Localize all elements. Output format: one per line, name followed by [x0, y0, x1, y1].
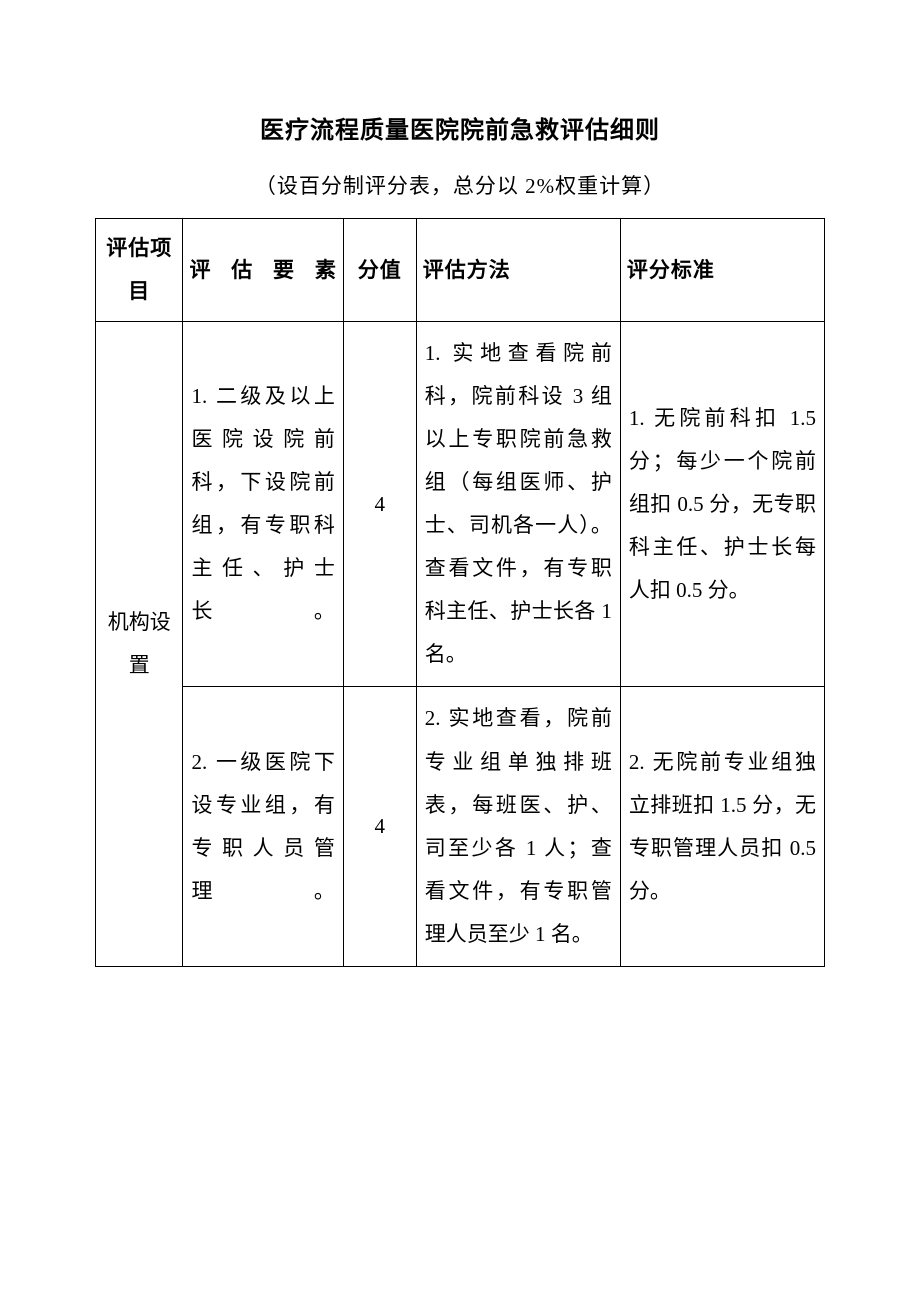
header-method: 评估方法 — [416, 219, 620, 322]
evaluation-table: 评估项目 评估要素 分值 评估方法 评分标准 机构设置 1. 二级及以上医院设院… — [95, 218, 825, 967]
cell-element: 1. 二级及以上医院设院前科，下设院前组，有专职科主任、护士长。 — [183, 322, 343, 687]
cell-method: 1. 实地查看院前科，院前科设 3 组以上专职院前急救组（每组医师、护士、司机各… — [416, 322, 620, 687]
table-header-row: 评估项目 评估要素 分值 评估方法 评分标准 — [96, 219, 825, 322]
table-row: 机构设置 1. 二级及以上医院设院前科，下设院前组，有专职科主任、护士长。 4 … — [96, 322, 825, 687]
cell-element: 2. 一级医院下设专业组，有专职人员管理。 — [183, 687, 343, 966]
document-subtitle: （设百分制评分表，总分以 2%权重计算） — [95, 170, 825, 200]
table-row: 2. 一级医院下设专业组，有专职人员管理。 4 2. 实地查看，院前专业组单独排… — [96, 687, 825, 966]
header-category: 评估项目 — [96, 219, 183, 322]
cell-standard: 1. 无院前科扣 1.5 分；每少一个院前组扣 0.5 分，无专职科主任、护士长… — [620, 322, 824, 687]
cell-method: 2. 实地查看，院前专业组单独排班表，每班医、护、司至少各 1 人；查看文件，有… — [416, 687, 620, 966]
cell-score: 4 — [343, 687, 416, 966]
header-element: 评估要素 — [183, 219, 343, 322]
cell-category: 机构设置 — [96, 322, 183, 967]
document-title: 医疗流程质量医院院前急救评估细则 — [95, 110, 825, 145]
cell-standard: 2. 无院前专业组独立排班扣 1.5 分，无专职管理人员扣 0.5 分。 — [620, 687, 824, 966]
header-standard: 评分标准 — [620, 219, 824, 322]
header-score: 分值 — [343, 219, 416, 322]
cell-score: 4 — [343, 322, 416, 687]
